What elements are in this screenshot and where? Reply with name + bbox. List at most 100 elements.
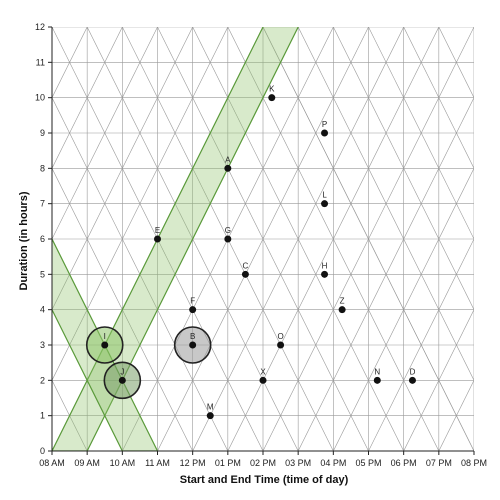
x-tick-label: 12 PM [180,458,206,468]
grid-diagonal-left [263,0,500,451]
grid-diagonal-left [262,27,474,451]
data-point-z [338,306,346,314]
data-point-p [321,129,329,137]
point-layer: K P A L E G C H F Z I B O J X N D M [85,85,416,420]
grid-diagonal-right [333,167,474,451]
grid-diagonal-right [0,0,439,451]
data-point-k [268,94,276,102]
y-tick-label: 12 [35,22,45,32]
data-point-a [224,164,232,172]
y-tick-label: 8 [40,163,45,173]
x-tick-label: 08 PM [461,458,487,468]
grid-diagonal-left [439,0,500,451]
grid-diagonal-right [157,27,369,451]
grid-diagonal-left [474,0,500,451]
x-tick-label: 05 PM [355,458,381,468]
grid-diagonal-left [404,0,500,451]
data-point-e [154,235,161,243]
x-tick-label: 10 AM [110,458,136,468]
data-point-c [241,270,249,278]
data-point-g [224,235,232,243]
grid-diagonal-right [403,308,474,451]
point-label-l: L [322,191,327,200]
grid-diagonal-left [192,27,404,451]
x-tick-label: 02 PM [250,458,276,468]
point-label-k: K [269,85,275,94]
grid-diagonal-left [52,96,229,451]
y-tick-label: 7 [40,199,45,209]
grid-diagonal-right [438,379,474,451]
point-label-d: D [410,367,416,376]
y-tick-label: 10 [35,93,45,103]
band-layer [52,27,299,451]
grid-diagonal-right [0,0,474,451]
axis-layer: 08 AM 09 AM 10 AM 11 AM 12 PM 01 PM 02 PM 03 PM… [35,22,487,468]
data-point-j [118,376,126,384]
point-label-g: G [225,226,231,235]
y-tick-label: 2 [40,375,45,385]
point-label-j: J [120,367,124,376]
point-label-i: I [104,332,106,341]
y-tick-label: 0 [40,446,45,456]
point-label-c: C [243,261,249,270]
grid-diagonal-right [473,450,474,451]
grid-diagonal-left [158,0,500,451]
x-tick-label: 04 PM [320,458,346,468]
grid-diagonal-right [368,238,474,451]
point-label-b: B [190,332,195,341]
y-tick-label: 4 [40,305,45,315]
point-label-f: F [190,297,195,306]
grid-diagonal-left [298,0,500,451]
point-label-o: O [277,332,283,341]
grid-diagonal-left [332,27,474,311]
x-tick-label: 11 AM [145,458,170,468]
data-point-n [373,376,381,384]
point-label-a: A [225,155,231,164]
x-tick-label: 09 AM [74,458,100,468]
x-tick-label: 08 AM [39,458,65,468]
grid-diagonal-left [0,0,17,451]
grid-diagonal-right [0,0,404,451]
y-tick-label: 5 [40,269,45,279]
point-label-m: M [207,403,214,412]
grid-diagonal-right [262,27,474,451]
data-point-f [189,306,197,314]
y-tick-label: 11 [36,57,45,67]
grid-diagonal-left [333,0,500,451]
x-axis-title: Start and End Time (time of day) [180,474,349,486]
grid-diagonal-left [369,0,500,451]
point-label-n: N [374,367,380,376]
point-label-z: Z [340,297,345,306]
x-tick-label: 06 PM [391,458,417,468]
y-tick-label: 3 [40,340,45,350]
data-point-b [189,341,197,349]
data-point-h [321,270,329,278]
data-point-m [206,412,214,420]
data-point-x [259,376,267,384]
grid-diagonal-left [297,27,474,382]
y-tick-label: 9 [40,128,45,138]
x-tick-label: 03 PM [285,458,311,468]
point-label-p: P [322,120,327,129]
grid-diagonal-left [52,27,264,451]
data-point-d [408,376,416,384]
point-label-e: E [155,226,160,235]
x-tick-label: 01 PM [215,458,241,468]
y-tick-label: 6 [40,234,45,244]
point-label-h: H [322,261,328,270]
grid-diagonal-right [297,96,474,451]
data-point-l [321,200,329,208]
data-point-o [277,341,285,349]
point-label-x: X [260,367,266,376]
grid-diagonal-right [86,27,299,451]
data-point-i [101,341,109,349]
y-tick-label: 1 [40,411,45,421]
grid-diagonal-left [86,27,299,451]
y-axis-title: Duration (in hours) [18,191,30,290]
grid-diagonal-left [368,27,474,240]
grid-diagonal-left [227,27,440,451]
x-tick-label: 07 PM [426,458,452,468]
grid-diagonal-left [87,0,500,451]
